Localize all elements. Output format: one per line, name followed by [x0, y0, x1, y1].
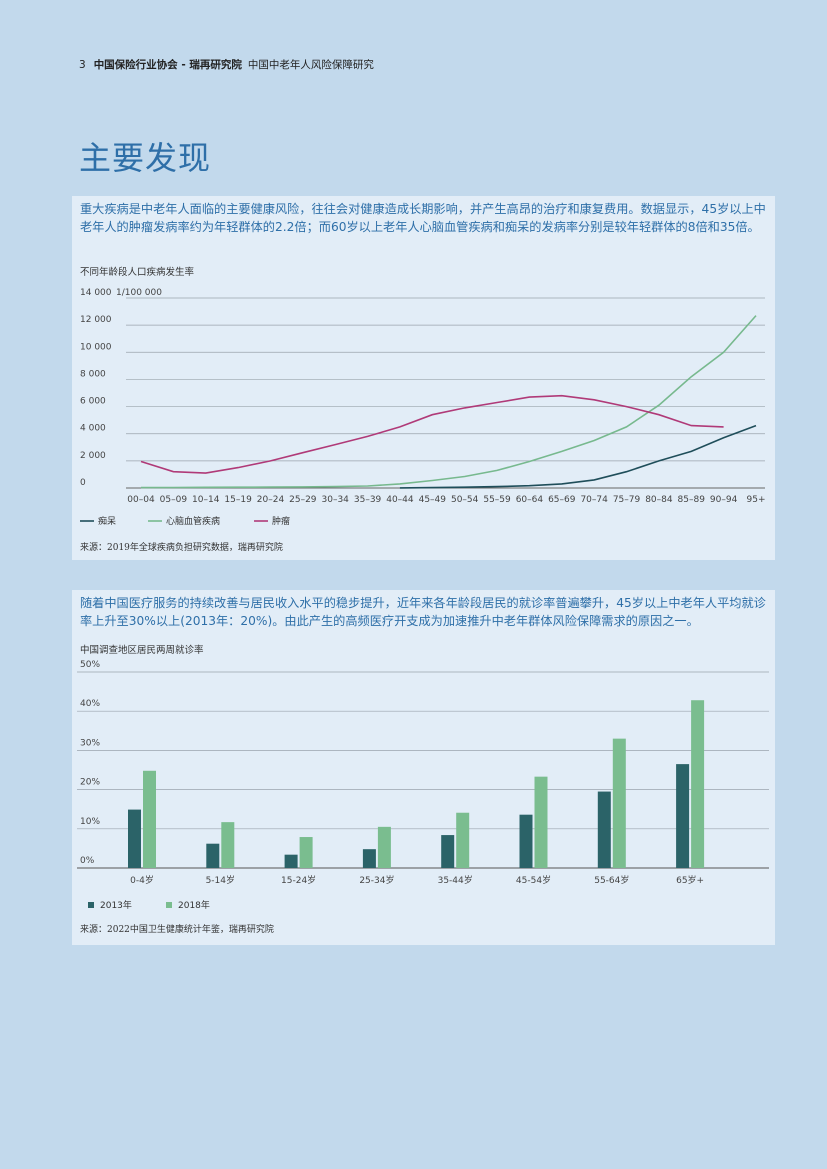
x-tick-label: 50–54 [451, 495, 479, 505]
legend-label: 肿瘤 [272, 515, 290, 527]
x-tick-label: 10–14 [192, 495, 220, 505]
header-report-title: 中国中老年人风险保障研究 [247, 59, 374, 71]
x-tick-label: 65–69 [548, 495, 576, 505]
y-tick-label: 2 000 [80, 451, 106, 461]
x-tick-label: 80–84 [645, 495, 673, 505]
x-tick-label: 45–49 [419, 495, 447, 505]
disease-incidence-line-chart: 0 2 000 4 000 6 000 8 000 10 000 12 000 14 000 1… [80, 288, 766, 527]
y-tick-label: 14 000 [80, 288, 112, 298]
legend-swatch [88, 902, 94, 908]
legend-swatch [166, 902, 172, 908]
y-tick-label: 4 000 [80, 424, 106, 434]
y-tick-label: 30% [80, 738, 100, 748]
panel1-intro: 重大疾病是中老年人面临的主要健康风险，往往会对健康造成长期影响，并产生高昂的治疗… [80, 202, 766, 234]
x-tick-label: 90–94 [710, 495, 738, 505]
x-tick-label: 15–19 [224, 495, 252, 505]
y-tick-label: 8 000 [80, 369, 106, 379]
x-tick-label: 0-4岁 [130, 874, 154, 886]
bar-2018 [299, 837, 313, 868]
x-tick-label: 35-44岁 [438, 874, 473, 886]
x-tick-label: 45-54岁 [516, 874, 551, 886]
y-tick-label: 12 000 [80, 315, 112, 325]
page-title: 主要发现 [79, 139, 212, 177]
bar-2013 [128, 809, 141, 868]
bar-2013 [284, 854, 298, 868]
x-tick-label: 55-64岁 [594, 874, 629, 886]
series-line-0 [399, 424, 757, 489]
x-tick-label: 20–24 [257, 495, 285, 505]
legend-label: 2018年 [178, 899, 210, 911]
panel2-intro: 随着中国医疗服务的持续改善与居民收入水平的稳步提升，近年来各年龄段居民的就诊率普… [80, 596, 766, 628]
header-org: 中国保险行业协会 - 瑞再研究院 [93, 59, 242, 71]
panel1-source: 来源：2019年全球疾病负担研究数据，瑞再研究院 [80, 543, 283, 553]
series-line-1 [140, 315, 757, 489]
bar-2018 [143, 770, 156, 868]
y-tick-label: 0% [80, 856, 95, 866]
bar-2018 [377, 826, 391, 868]
bar-chart-caption: 中国调查地区居民两周就诊率 [80, 645, 204, 656]
bar-2013 [676, 764, 690, 868]
y-tick-label: 40% [80, 699, 100, 709]
bar-2018 [691, 700, 705, 868]
page-number: 3 [79, 59, 86, 71]
x-tick-label: 00–04 [127, 495, 155, 505]
panel2-source: 来源：2022中国卫生健康统计年鉴，瑞再研究院 [80, 925, 274, 935]
bar-2018 [456, 812, 470, 868]
bar-2013 [362, 849, 376, 868]
bar-2013 [441, 835, 455, 868]
x-tick-label: 5-14岁 [206, 874, 235, 886]
bar-2018 [612, 738, 626, 868]
bar-2013 [206, 843, 220, 868]
legend-label: 痴呆 [98, 515, 116, 527]
x-tick-label: 30–34 [322, 495, 350, 505]
x-tick-label: 35–39 [354, 495, 382, 505]
x-tick-label: 40–44 [386, 495, 414, 505]
y-tick-label: 20% [80, 778, 100, 788]
x-tick-label: 60–64 [516, 495, 544, 505]
legend-label: 2013年 [100, 899, 132, 911]
y-tick-label: 0 [80, 478, 86, 488]
bar-2013 [597, 791, 611, 868]
legend-label: 心脑血管疾病 [166, 515, 220, 527]
bar-2018 [534, 776, 548, 868]
bar-2018 [221, 822, 235, 868]
bar-2013 [519, 814, 533, 868]
x-tick-label: 05–09 [160, 495, 188, 505]
x-tick-label: 25–29 [289, 495, 317, 505]
series-line-2 [140, 394, 724, 474]
y-tick-label: 10 000 [80, 342, 112, 352]
x-tick-label: 65岁+ [676, 874, 704, 886]
x-tick-label: 95+ [747, 495, 766, 505]
x-tick-label: 70–74 [580, 495, 608, 505]
disease-incidence-panel: 重大疾病是中老年人面临的主要健康风险，往往会对健康造成长期影响，并产生高昂的治疗… [72, 196, 775, 560]
visit-rate-bar-chart: 0% 10% 20% 30% 40% 50% 0-4岁 5-14岁 15-24岁 25-34岁 35… [77, 660, 769, 911]
x-tick-label: 55–59 [483, 495, 511, 505]
y-tick-label: 6 000 [80, 397, 106, 407]
page-header: 3 中国保险行业协会 - 瑞再研究院 中国中老年人风险保障研究 [79, 57, 374, 72]
x-tick-label: 85–89 [678, 495, 706, 505]
x-tick-label: 25-34岁 [359, 874, 394, 886]
x-tick-label: 15-24岁 [281, 874, 316, 886]
line-chart-caption: 不同年龄段人口疾病发生率 [80, 267, 195, 278]
visit-rate-panel: 随着中国医疗服务的持续改善与居民收入水平的稳步提升，近年来各年龄段居民的就诊率普… [72, 590, 775, 945]
x-tick-label: 75–79 [613, 495, 641, 505]
y-tick-label: 10% [80, 817, 100, 827]
y-tick-label: 50% [80, 660, 100, 670]
y-unit-label: 1/100 000 [116, 288, 162, 298]
